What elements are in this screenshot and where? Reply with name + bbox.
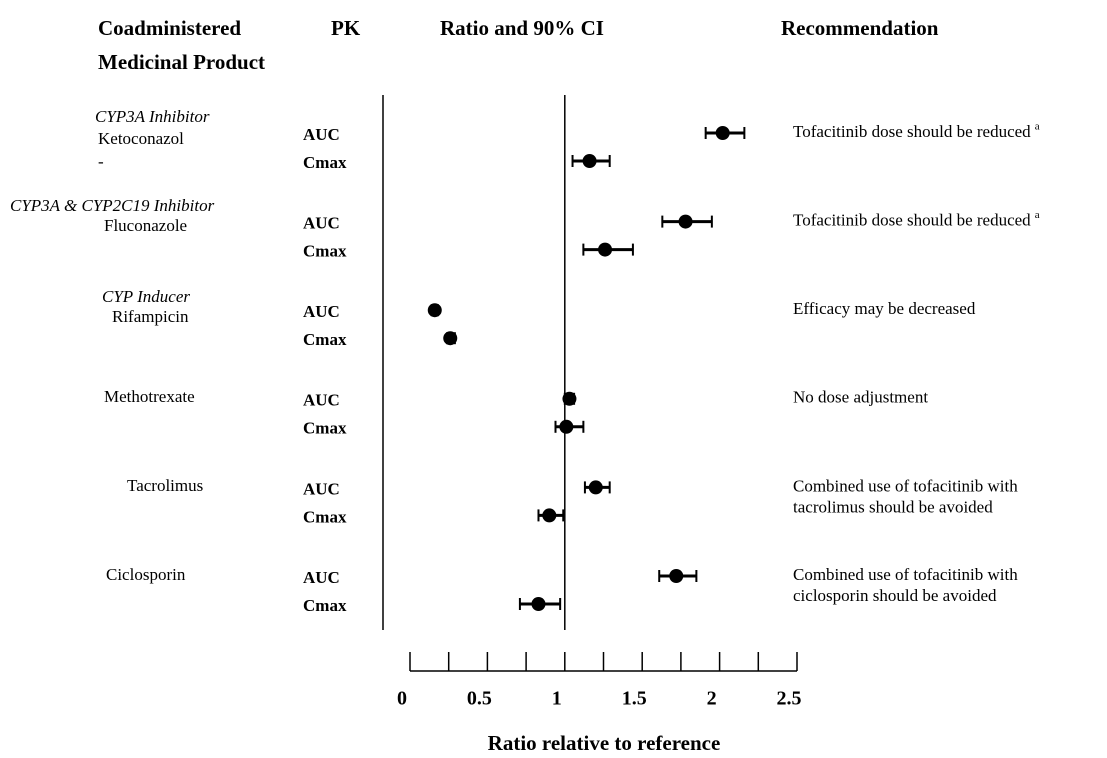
point	[678, 214, 693, 229]
header: Medicinal Product	[98, 50, 265, 74]
header: Coadministered	[98, 16, 241, 40]
point	[598, 242, 613, 257]
point	[542, 508, 557, 523]
point	[588, 480, 603, 495]
drug-name: Rifampicin	[112, 307, 189, 326]
drug-class: CYP3A Inhibitor	[95, 107, 210, 126]
point	[582, 154, 597, 168]
pk-label: AUC	[303, 125, 340, 144]
recommendation: Efficacy may be decreased	[793, 299, 976, 318]
footnote: a	[1035, 209, 1040, 221]
pk-label: Cmax	[303, 596, 347, 615]
drug-class: CYP Inducer	[102, 287, 190, 306]
point	[427, 303, 442, 318]
drug-class: CYP3A & CYP2C19 Inhibitor	[10, 196, 215, 215]
note: -	[98, 152, 104, 171]
point	[562, 391, 577, 406]
x-tick-label: 2.5	[777, 688, 802, 710]
point	[531, 597, 546, 611]
pk-label: AUC	[303, 302, 340, 321]
x-tick-label: 0	[397, 688, 407, 710]
pk-label: Cmax	[303, 330, 347, 349]
pk-label: AUC	[303, 479, 340, 498]
pk-label: AUC	[303, 568, 340, 587]
drug-name: Fluconazole	[104, 216, 187, 235]
header: Ratio and 90% CI	[440, 16, 604, 40]
x-axis-label: Ratio relative to reference	[488, 731, 721, 755]
point	[715, 126, 730, 140]
pk-label: Cmax	[303, 242, 347, 261]
recommendation: Combined use of tofacitinib with	[793, 565, 1018, 584]
point	[669, 569, 684, 583]
pk-label: Cmax	[303, 153, 347, 172]
header: Recommendation	[781, 16, 939, 40]
x-tick-label: 1.5	[622, 688, 647, 710]
pk-label: AUC	[303, 214, 340, 233]
header: PK	[331, 16, 361, 40]
recommendation: Combined use of tofacitinib with	[793, 476, 1018, 495]
drug-name: Methotrexate	[104, 387, 195, 406]
pk-label: AUC	[303, 391, 340, 410]
point	[443, 331, 458, 346]
x-tick-label: 0.5	[467, 688, 492, 710]
x-tick-label: 1	[552, 688, 562, 710]
recommendation: Tofacitinib dose should be reduced	[793, 211, 1031, 230]
drug-name: Ketoconazol	[98, 129, 184, 148]
point	[559, 419, 574, 434]
footnote: a	[1035, 121, 1040, 133]
x-tick-label: 2	[707, 688, 717, 710]
recommendation: tacrolimus should be avoided	[793, 497, 993, 516]
pk-label: Cmax	[303, 419, 347, 438]
drug-name: Ciclosporin	[106, 565, 186, 584]
pk-label: Cmax	[303, 507, 347, 526]
recommendation: Tofacitinib dose should be reduced	[793, 122, 1031, 141]
recommendation: ciclosporin should be avoided	[793, 586, 997, 605]
drug-name: Tacrolimus	[127, 476, 203, 495]
recommendation: No dose adjustment	[793, 388, 928, 407]
